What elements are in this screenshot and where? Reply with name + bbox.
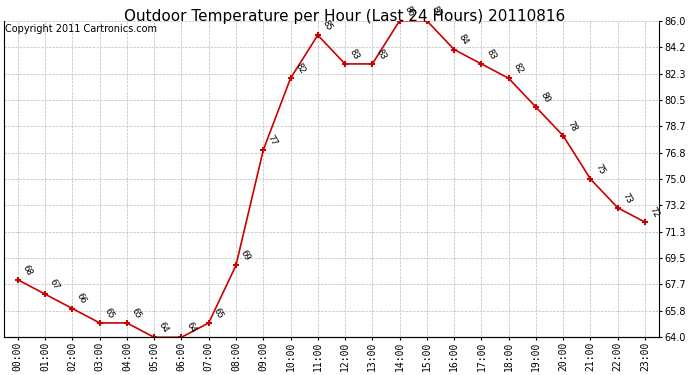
Text: 83: 83 <box>375 47 388 61</box>
Text: 64: 64 <box>184 321 197 334</box>
Text: 65: 65 <box>130 306 143 320</box>
Text: 84: 84 <box>457 33 470 47</box>
Text: 83: 83 <box>348 47 361 61</box>
Text: Outdoor Temperature per Hour (Last 24 Hours) 20110816: Outdoor Temperature per Hour (Last 24 Ho… <box>124 9 566 24</box>
Text: 66: 66 <box>75 292 88 306</box>
Text: 83: 83 <box>484 47 497 61</box>
Text: 77: 77 <box>266 134 279 147</box>
Text: 80: 80 <box>539 90 552 104</box>
Text: 78: 78 <box>566 119 579 133</box>
Text: 86: 86 <box>402 4 415 18</box>
Text: 85: 85 <box>321 18 334 32</box>
Text: 65: 65 <box>102 306 115 320</box>
Text: 67: 67 <box>48 278 61 291</box>
Text: 86: 86 <box>430 4 443 18</box>
Text: 65: 65 <box>211 306 225 320</box>
Text: 64: 64 <box>157 321 170 334</box>
Text: 75: 75 <box>593 162 607 176</box>
Text: 82: 82 <box>293 62 306 75</box>
Text: 73: 73 <box>620 191 633 205</box>
Text: 82: 82 <box>511 62 524 75</box>
Text: 69: 69 <box>239 249 252 262</box>
Text: 72: 72 <box>648 206 661 219</box>
Text: Copyright 2011 Cartronics.com: Copyright 2011 Cartronics.com <box>6 24 157 34</box>
Text: 68: 68 <box>21 263 34 277</box>
